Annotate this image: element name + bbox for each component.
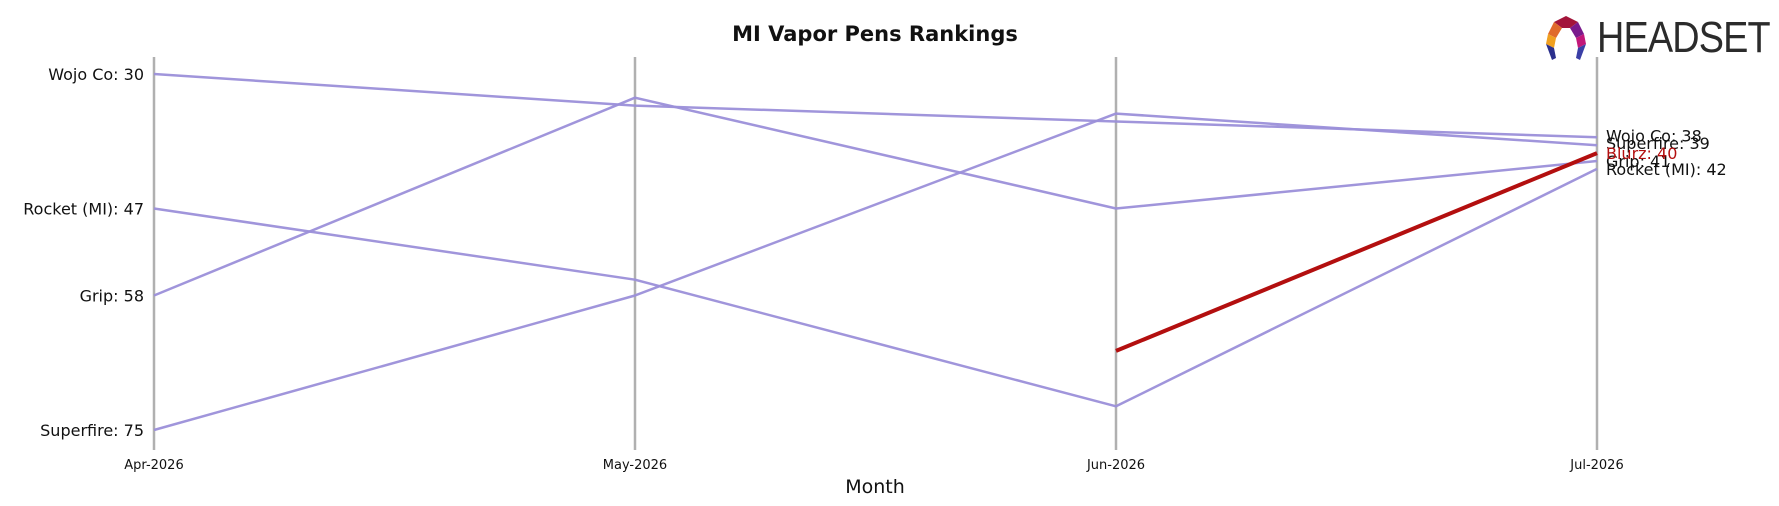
series-line-blurz	[1115, 151, 1598, 353]
series-line-grip	[153, 96, 1598, 297]
headset-logo-icon	[1546, 16, 1586, 60]
x-tick-label: Jul-2026	[1569, 458, 1623, 473]
left-rank-label: Grip: 58	[80, 287, 144, 306]
left-rank-label: Rocket (MI): 47	[23, 199, 144, 218]
x-tick-label: May-2026	[603, 458, 667, 473]
chart-title: MI Vapor Pens Rankings	[732, 22, 1018, 46]
right-rank-label: Blurz: 40	[1606, 144, 1677, 163]
right-rank-label: Superfire: 39	[1606, 134, 1710, 153]
x-tick-label: Apr-2026	[124, 458, 183, 473]
x-tick-label: Jun-2026	[1086, 458, 1145, 473]
left-rank-label: Superfire: 75	[40, 421, 144, 440]
right-rank-label: Wojo Co: 38	[1606, 126, 1702, 145]
series-line-rocket-mi	[153, 167, 1598, 408]
right-rank-label: Grip: 41	[1606, 152, 1670, 171]
right-rank-label: Rocket (MI): 42	[1606, 160, 1727, 179]
headset-logo: HEADSET	[1540, 13, 1771, 62]
left-rank-label: Wojo Co: 30	[48, 65, 144, 84]
x-axis-label: Month	[845, 476, 905, 498]
series-line-superfire	[153, 112, 1598, 432]
series-line-wojo-co	[153, 72, 1598, 139]
logo-text: HEADSET	[1597, 13, 1771, 62]
